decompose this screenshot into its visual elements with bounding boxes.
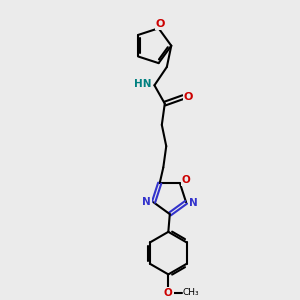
Text: O: O [155, 19, 165, 29]
Text: O: O [184, 92, 193, 102]
Text: O: O [182, 175, 191, 185]
Text: N: N [142, 197, 151, 207]
Text: HN: HN [134, 79, 152, 89]
Text: O: O [164, 288, 173, 298]
Text: N: N [189, 199, 198, 208]
Text: CH₃: CH₃ [182, 288, 199, 297]
